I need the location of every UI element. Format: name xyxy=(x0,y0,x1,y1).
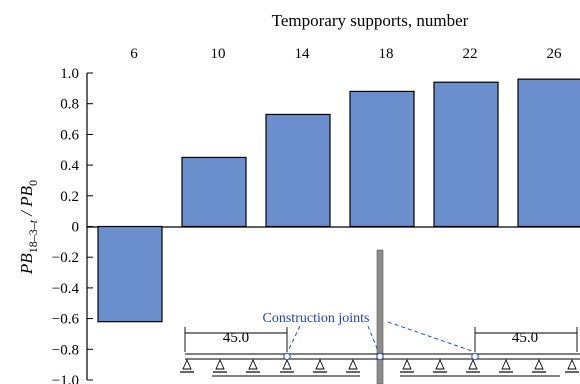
support-1 xyxy=(180,358,194,373)
y-tick-label: −0.4 xyxy=(52,281,80,297)
bar-14 xyxy=(265,113,331,228)
y-tick-label: 1.0 xyxy=(60,66,79,82)
support-7 xyxy=(400,358,414,373)
bar-22 xyxy=(433,81,499,228)
support-6 xyxy=(346,358,360,373)
construction-joints xyxy=(283,352,479,361)
support-3 xyxy=(246,358,260,373)
category-label-26: 26 xyxy=(547,46,563,62)
y-axis-label-sub1-italic: t xyxy=(26,219,40,223)
category-label-18: 18 xyxy=(379,46,394,62)
y-axis-label-sub1: 18–3– xyxy=(26,222,40,253)
bar-10 xyxy=(181,156,247,228)
construction-joints-label: Construction joints xyxy=(263,311,370,326)
joint-marker-3 xyxy=(471,352,479,361)
dimension-label-left: 45.0 xyxy=(223,330,249,346)
bar-6 xyxy=(97,225,163,323)
joint-arrow-2 xyxy=(367,325,379,352)
category-label-10: 10 xyxy=(211,46,226,62)
category-label-22: 22 xyxy=(463,46,478,62)
top-axis-title: Temporary supports, number xyxy=(272,11,469,30)
bar-18 xyxy=(349,90,415,228)
temporary-supports xyxy=(180,358,579,377)
y-ticks: 1.0 0.8 0.6 0.4 0.2 0 −0.2 −0.4 −0.6 −0.8 −1.0 xyxy=(52,66,93,384)
y-axis-label: PB18–3–t / PB0 xyxy=(17,180,40,275)
y-axis-label-sub2: 0 xyxy=(26,180,40,186)
y-tick-label: 0 xyxy=(72,220,80,236)
support-5 xyxy=(313,358,327,373)
y-tick-label: 0.6 xyxy=(60,127,79,143)
joint-arrow-1 xyxy=(287,325,301,352)
joint-marker-1 xyxy=(283,352,291,361)
y-axis-label-slash: / PB xyxy=(17,185,36,220)
category-label-6: 6 xyxy=(130,46,138,62)
support-11 xyxy=(532,358,546,373)
support-2 xyxy=(213,358,227,373)
svg-text:PB18–3–t / PB0: PB18–3–t / PB0 xyxy=(17,180,40,275)
support-9 xyxy=(466,358,480,373)
y-tick-label: −0.6 xyxy=(52,312,80,328)
top-category-labels: 6 10 14 18 22 26 xyxy=(130,46,562,62)
support-10 xyxy=(499,358,513,373)
support-12 xyxy=(565,358,579,373)
y-tick-label: −0.2 xyxy=(52,250,79,266)
support-4 xyxy=(280,358,294,373)
support-8 xyxy=(433,358,447,373)
category-label-14: 14 xyxy=(295,46,311,62)
joint-arrow-3 xyxy=(387,321,473,352)
y-tick-label: 0.8 xyxy=(60,97,79,113)
y-tick-label: −0.8 xyxy=(52,342,79,358)
bar-26 xyxy=(517,78,580,228)
bridge-diagram: 45.0 45.0 Construction joints xyxy=(180,249,580,384)
central-pier xyxy=(376,249,384,384)
joint-marker-2 xyxy=(376,352,384,361)
dimension-label-right: 45.0 xyxy=(512,330,538,346)
bars xyxy=(97,78,580,323)
y-tick-label: 0.4 xyxy=(60,158,79,174)
y-tick-label: −1.0 xyxy=(52,373,79,384)
y-tick-label: 0.2 xyxy=(60,189,79,205)
y-axis-label-main: PB xyxy=(17,253,36,275)
